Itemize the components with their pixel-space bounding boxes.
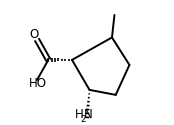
- Text: O: O: [29, 28, 38, 42]
- Text: N: N: [84, 108, 92, 121]
- Text: 2: 2: [81, 115, 86, 124]
- Text: H: H: [74, 108, 83, 121]
- Text: HO: HO: [29, 77, 47, 90]
